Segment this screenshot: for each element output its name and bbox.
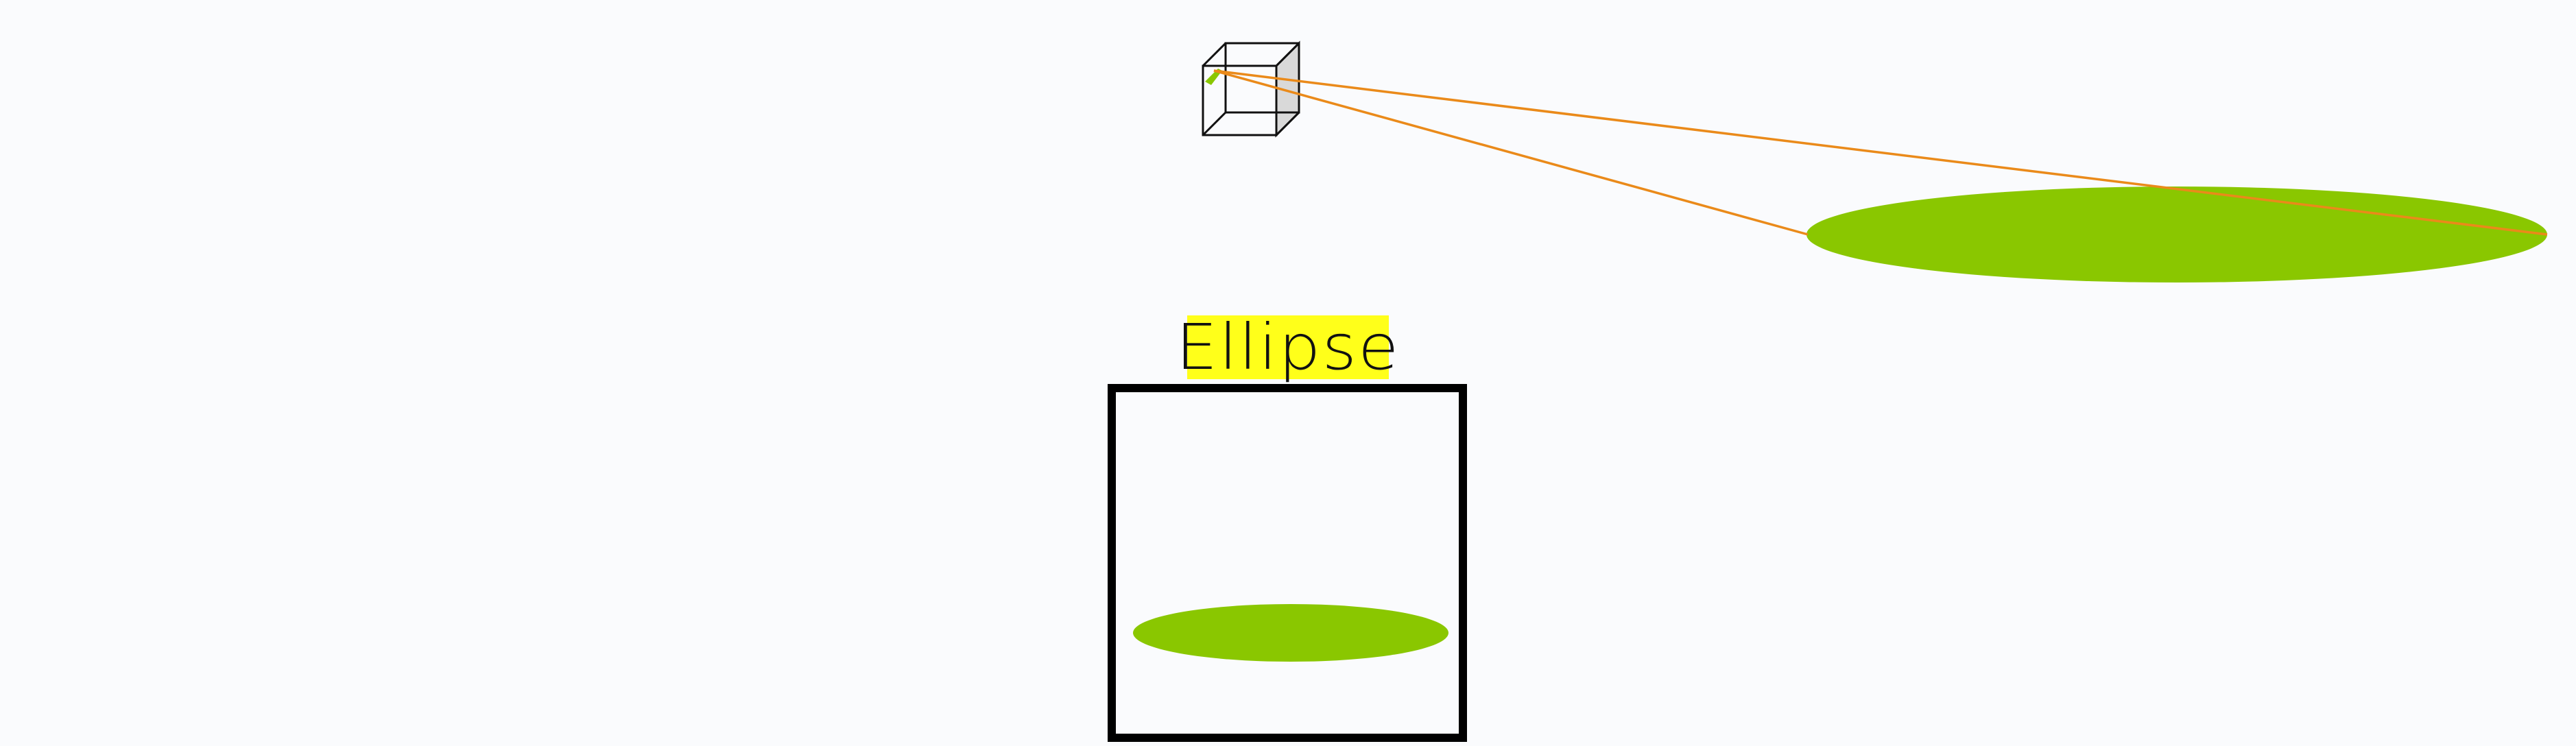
preview-frame: [1108, 384, 1467, 742]
cube-edge: [1202, 111, 1227, 136]
title-text: Ellipse: [1176, 310, 1400, 384]
title-label: Ellipse: [1176, 315, 1399, 379]
scene-ellipse: [1806, 186, 2547, 282]
ray-to-left-edge: [1213, 69, 1809, 236]
preview-ellipse: [1133, 604, 1448, 662]
cube-edge: [1275, 42, 1300, 67]
cube-edge: [1202, 42, 1227, 67]
wireframe-cube-icon: [1202, 40, 1300, 138]
projection-rays: [1213, 69, 2548, 236]
ray-to-right-edge: [1213, 69, 2548, 236]
preview-canvas: [1133, 604, 1448, 662]
cube-edge: [1275, 111, 1300, 136]
